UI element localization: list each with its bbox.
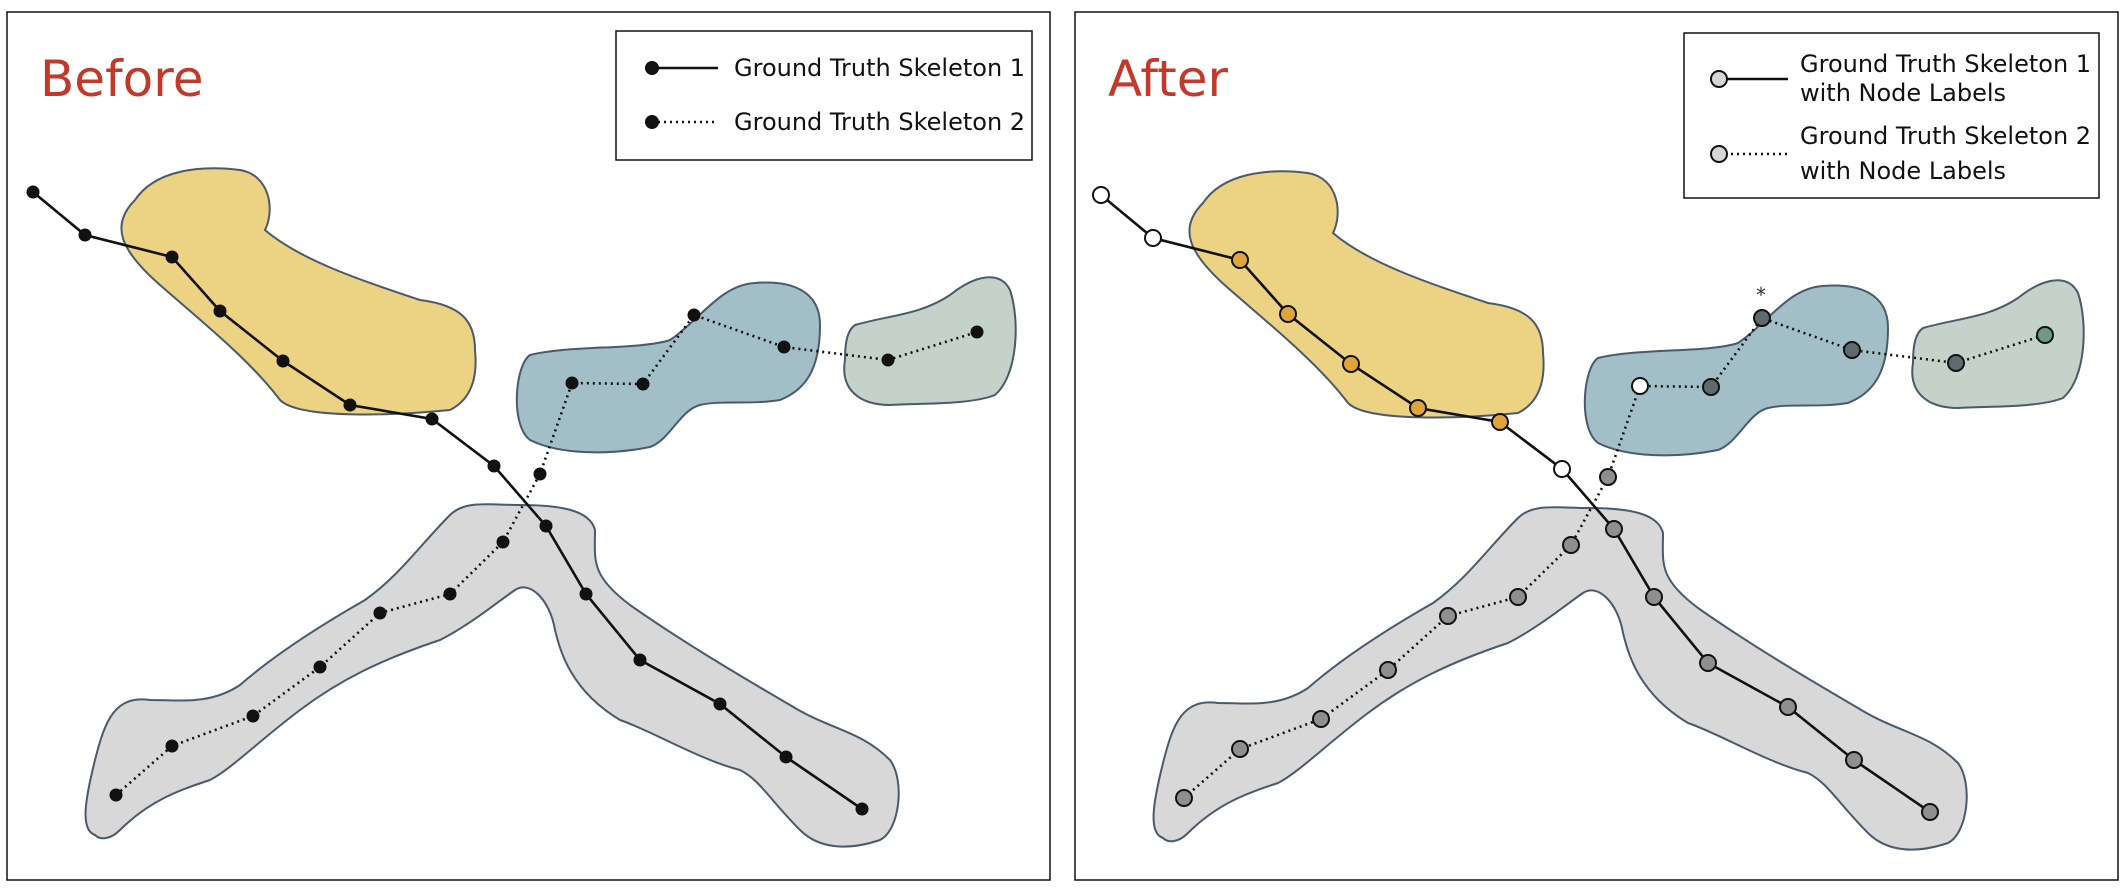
after-skeleton-2-node <box>1312 710 1330 728</box>
before-skeleton-1-node <box>213 304 227 318</box>
after-skeleton-2-node <box>1753 309 1771 327</box>
after-skeleton-1-node <box>1779 698 1797 716</box>
after-skeleton-1-node <box>1231 251 1249 269</box>
before-skeleton-1-node <box>343 398 357 412</box>
after-skeleton-2-line <box>1183 316 2046 799</box>
before-skeleton-1-line <box>32 190 863 811</box>
legend-box <box>1683 32 2100 199</box>
before-skeleton-2-node <box>777 340 791 354</box>
after-skeleton-2-node <box>1562 536 1580 554</box>
after-skeleton-2-node <box>1175 789 1193 807</box>
after-skeleton-2-node <box>1631 377 1649 395</box>
after-skeleton-2-node <box>1231 740 1249 758</box>
legend-label: Ground Truth Skeleton 1 <box>734 54 1025 82</box>
after-skeleton-2-node <box>1439 607 1457 625</box>
before-legend: Ground Truth Skeleton 1 Ground Truth Skel… <box>615 30 1033 161</box>
before-skeleton-2-node <box>970 325 984 339</box>
after-skeleton-1-node <box>1921 803 1939 821</box>
before-region-sage <box>843 276 1017 407</box>
before-skeleton-1-node <box>78 228 92 242</box>
before-region-yellow <box>120 167 477 416</box>
after-skeleton-2-node <box>2036 326 2054 344</box>
before-skeleton-1-node <box>276 354 290 368</box>
after-skeleton-2-node <box>1947 354 1965 372</box>
after-skeleton-1-node <box>1845 751 1863 769</box>
legend-node <box>645 61 659 75</box>
legend-label: Ground Truth Skeleton 2 <box>734 108 1025 136</box>
before-skeleton-1-node <box>425 412 439 426</box>
after-skeleton-2-node <box>1843 341 1861 359</box>
after-skeleton-1-node <box>1491 413 1509 431</box>
before-title: Before <box>40 50 203 108</box>
before-region-gray <box>84 503 900 848</box>
after-skeleton-2-node <box>1599 468 1617 486</box>
legend-label: with Node Labels <box>1800 79 2006 107</box>
after-skeleton-1-node <box>1279 305 1297 323</box>
after-region-sage <box>1911 279 2085 410</box>
before-skeleton-1-node <box>165 250 179 264</box>
before-skeleton-1-node <box>713 697 727 711</box>
after-region-gray <box>1152 506 1968 851</box>
before-skeleton-1-node <box>855 802 869 816</box>
after-skeleton-1-node <box>1144 229 1162 247</box>
after-skeleton-2-node <box>1379 661 1397 679</box>
before-skeleton-2-node <box>246 709 260 723</box>
legend-box <box>615 30 1033 161</box>
after-skeleton-1-node <box>1092 186 1110 204</box>
before-skeleton-2-node <box>881 353 895 367</box>
after-skeleton-1-node <box>1645 588 1663 606</box>
after-skeleton-1-node <box>1699 654 1717 672</box>
before-skeleton-2-node <box>533 467 547 481</box>
before-skeleton-2-node <box>496 535 510 549</box>
before-skeleton-2-node <box>443 587 457 601</box>
before-skeleton-1-node <box>633 653 647 667</box>
after-annotation: * <box>1756 283 1766 307</box>
before-skeleton-1-node <box>539 519 553 533</box>
after-skeleton-1-node <box>1605 520 1623 538</box>
before-skeleton-2-node <box>373 606 387 620</box>
before-skeleton-2-line <box>115 313 978 796</box>
legend-node <box>645 115 659 129</box>
legend-label: Ground Truth Skeleton 2 <box>1800 122 2091 150</box>
legend-node <box>1710 70 1728 88</box>
after-skeleton-2-node <box>1702 378 1720 396</box>
before-skeleton-2-node <box>565 376 579 390</box>
before-skeleton-2-node <box>687 308 701 322</box>
after-skeleton-1-node <box>1409 399 1427 417</box>
after-title: After <box>1108 50 1229 108</box>
after-skeleton-1-node <box>1553 460 1571 478</box>
legend-label: with Node Labels <box>1800 157 2006 185</box>
before-skeleton-2-node <box>109 788 123 802</box>
before-skeleton-1-node <box>779 750 793 764</box>
before-skeleton-1-node <box>579 587 593 601</box>
after-skeleton-1-node <box>1342 355 1360 373</box>
before-skeleton-2-node <box>636 377 650 391</box>
before-skeleton-1-node <box>487 459 501 473</box>
legend-label: Ground Truth Skeleton 1 <box>1800 50 2091 78</box>
before-skeleton-2-node <box>165 739 179 753</box>
after-skeleton-1-line <box>1100 193 1931 814</box>
before-skeleton-1-node <box>26 185 40 199</box>
after-region-yellow <box>1188 170 1545 419</box>
after-skeleton-2-node <box>1509 588 1527 606</box>
legend-node <box>1710 145 1728 163</box>
before-skeleton-2-node <box>313 660 327 674</box>
